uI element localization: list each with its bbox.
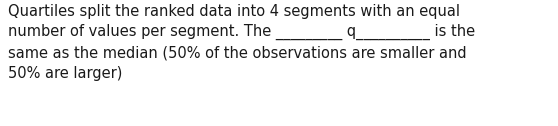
- Text: Quartiles split the ranked data into 4 segments with an equal
number of values p: Quartiles split the ranked data into 4 s…: [8, 4, 475, 81]
